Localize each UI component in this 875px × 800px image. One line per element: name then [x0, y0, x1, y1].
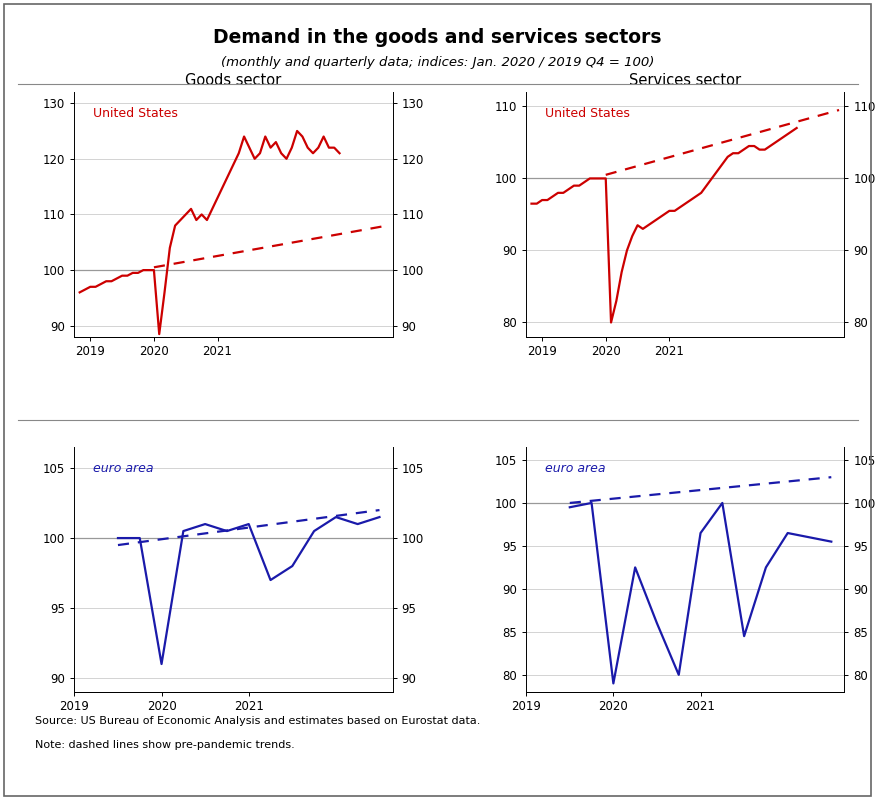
Text: United States: United States [545, 106, 630, 120]
Text: Source: US Bureau of Economic Analysis and estimates based on Eurostat data.: Source: US Bureau of Economic Analysis a… [35, 716, 480, 726]
Text: Note: dashed lines show pre-pandemic trends.: Note: dashed lines show pre-pandemic tre… [35, 740, 295, 750]
Text: (monthly and quarterly data; indices: Jan. 2020 / 2019 Q4 = 100): (monthly and quarterly data; indices: Ja… [220, 56, 654, 69]
Text: euro area: euro area [545, 462, 606, 474]
Title: Services sector: Services sector [629, 73, 741, 88]
Text: United States: United States [94, 106, 178, 120]
Title: Goods sector: Goods sector [186, 73, 282, 88]
Text: euro area: euro area [94, 462, 154, 474]
Text: Demand in the goods and services sectors: Demand in the goods and services sectors [214, 28, 662, 47]
